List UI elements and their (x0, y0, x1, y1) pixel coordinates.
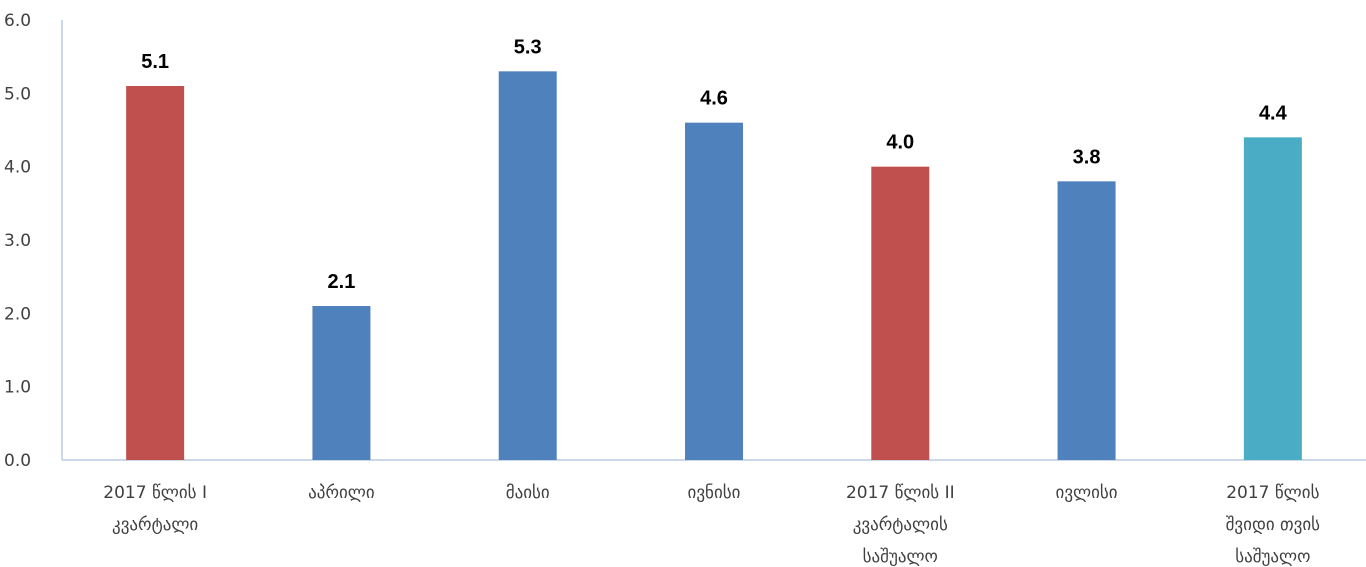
x-tick-label-line: კვარტალის (853, 515, 948, 535)
x-tick-label-line: ივნისი (688, 483, 741, 503)
x-tick-label-line: კვარტალი (112, 515, 198, 535)
y-tick-label: 3.0 (4, 231, 31, 251)
x-tick-label: მაისი (506, 483, 550, 503)
x-tick-label-line: 2017 წლის II (846, 483, 955, 503)
data-label: 2.1 (328, 271, 356, 293)
x-tick-label-line: შვიდი თვის (1226, 515, 1321, 535)
y-axis-ticks: 0.0 1.0 2.0 3.0 4.0 5.0 6.0 (4, 11, 31, 471)
data-label: 5.1 (141, 51, 169, 73)
x-tick-label-line: საშუალო (863, 547, 938, 567)
x-tick-label-line: 2017 წლის I (103, 483, 207, 503)
x-tick-label-line: მაისი (506, 483, 550, 503)
bar (1057, 181, 1116, 461)
y-tick-label: 0.0 (4, 451, 31, 471)
bar (498, 71, 557, 460)
bar (1243, 137, 1302, 461)
y-tick-label: 6.0 (4, 11, 31, 31)
y-tick-label: 5.0 (4, 84, 31, 104)
bars (126, 71, 1302, 461)
data-label: 3.8 (1073, 146, 1101, 168)
data-label: 5.3 (514, 36, 542, 58)
y-tick-label: 4.0 (4, 158, 31, 178)
data-label: 4.0 (886, 132, 914, 154)
bar (312, 306, 371, 460)
y-tick-label: 2.0 (4, 304, 31, 324)
x-tick-label: 2017 წლის II კვარტალის საშუალო (846, 483, 955, 567)
x-tick-label: აპრილი (308, 483, 375, 503)
x-tick-label-line: საშუალო (1235, 547, 1310, 567)
x-tick-label: ივლისი (1056, 483, 1118, 503)
category-labels: 2017 წლის I კვარტალი აპრილი მაისი ივნისი 2017… (103, 483, 1320, 567)
y-tick-label: 1.0 (4, 378, 31, 398)
x-tick-label: 2017 წლის I კვარტალი (103, 483, 207, 535)
data-label: 4.6 (700, 88, 728, 110)
bar (685, 122, 743, 461)
data-label: 4.4 (1259, 102, 1288, 124)
x-tick-label-line: 2017 წლის (1226, 483, 1319, 503)
data-labels: 5.1 2.1 5.3 4.6 4.0 3.8 4.4 (141, 36, 1287, 293)
bar (871, 166, 930, 460)
x-tick-label-line: აპრილი (308, 483, 375, 503)
x-tick-label-line: ივლისი (1056, 483, 1118, 503)
x-tick-label: ივნისი (688, 483, 741, 503)
bar (126, 86, 185, 460)
x-tick-label: 2017 წლის შვიდი თვის საშუალო (1226, 483, 1321, 567)
